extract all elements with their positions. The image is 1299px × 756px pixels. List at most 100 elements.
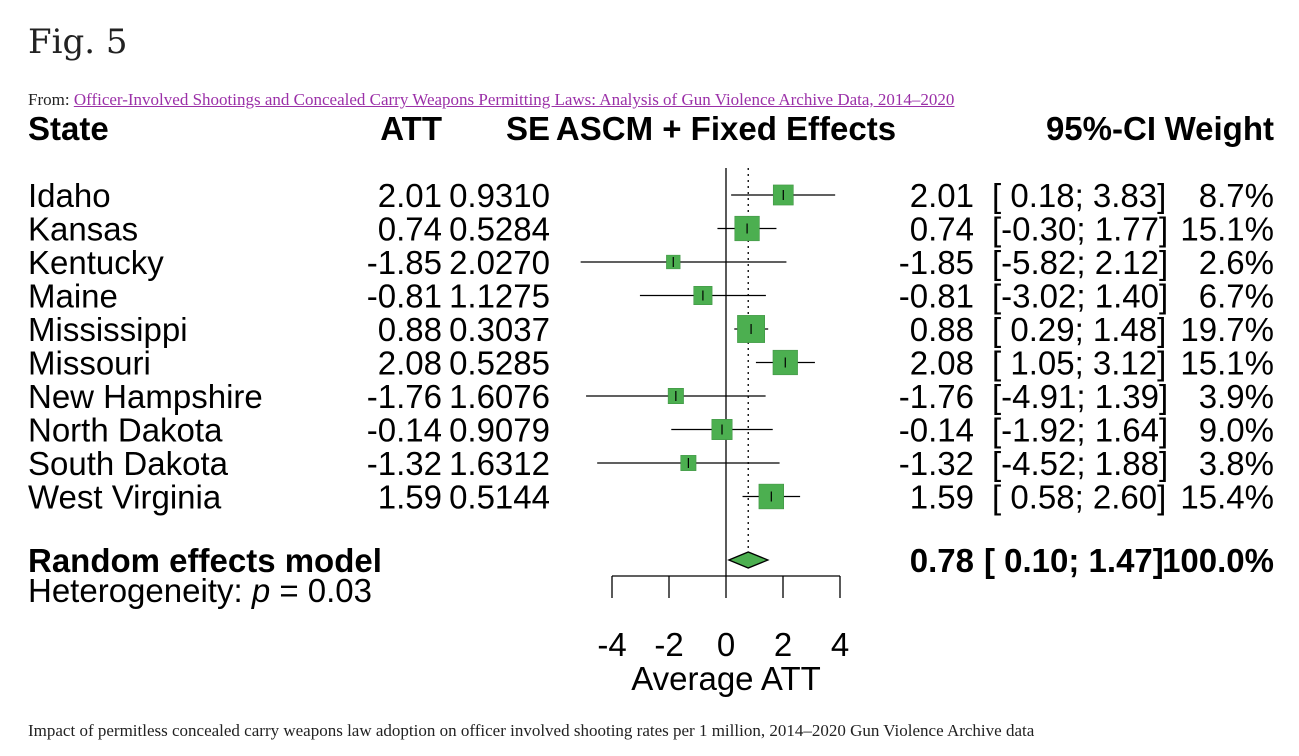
row-state: Maine bbox=[28, 278, 118, 315]
row-state: Missouri bbox=[28, 345, 151, 382]
forest-plot-figure: State ATT SE ASCM + Fixed Effects 95%-CI… bbox=[26, 110, 1276, 702]
from-prefix: From: bbox=[28, 90, 70, 109]
row-se: 0.5284 bbox=[449, 211, 550, 248]
header-ci: 95%-CI bbox=[1046, 110, 1156, 147]
row-se: 2.0270 bbox=[449, 244, 550, 281]
row-ci: [-4.91; 1.39] bbox=[992, 378, 1168, 415]
study-row: Kentucky -1.85 2.0270 -1.85 [-5.82; 2.12] 2.6… bbox=[28, 244, 1274, 281]
row-state: Idaho bbox=[28, 177, 111, 214]
row-weight: 9.0% bbox=[1199, 412, 1274, 449]
heterogeneity-value: = 0.03 bbox=[270, 572, 372, 609]
row-se: 1.6076 bbox=[449, 378, 550, 415]
row-weight: 15.1% bbox=[1180, 211, 1274, 248]
row-estimate: 0.88 bbox=[910, 311, 974, 348]
x-tick-label: 0 bbox=[717, 626, 735, 663]
row-state: Kansas bbox=[28, 211, 138, 248]
row-att: 2.01 bbox=[378, 177, 442, 214]
row-estimate: -0.14 bbox=[899, 412, 974, 449]
x-axis-label: Average ATT bbox=[631, 660, 821, 697]
row-estimate: 2.08 bbox=[910, 345, 974, 382]
row-att: -1.76 bbox=[367, 378, 442, 415]
study-rows: Idaho 2.01 0.9310 2.01[ 0.18; 3.83] 8.7%Kans… bbox=[28, 177, 1274, 516]
row-att: 2.08 bbox=[378, 345, 442, 382]
row-state: North Dakota bbox=[28, 412, 223, 449]
study-row: Kansas 0.74 0.5284 0.74 [-0.30; 1.77] 15.1% bbox=[28, 211, 1274, 248]
row-ci: [ 1.05; 3.12] bbox=[992, 345, 1166, 382]
row-estimate: -1.32 bbox=[899, 445, 974, 482]
row-ci: [-0.30; 1.77] bbox=[992, 211, 1168, 248]
study-row: Mississippi 0.88 0.3037 0.88[ 0.29; 1.48] 19… bbox=[28, 311, 1274, 348]
source-article-link[interactable]: Officer-Involved Shootings and Concealed… bbox=[73, 90, 955, 109]
study-row: Maine -0.81 1.1275 -0.81 [-3.02; 1.40] 6.7% bbox=[28, 278, 1274, 315]
heterogeneity-p: p bbox=[251, 572, 270, 609]
study-row: West Virginia 1.59 0.5144 1.59[ 0.58; 2.60]… bbox=[28, 479, 1274, 516]
row-att: 0.88 bbox=[378, 311, 442, 348]
row-weight: 15.1% bbox=[1180, 345, 1274, 382]
row-weight: 19.7% bbox=[1180, 311, 1274, 348]
header-plot-title: ASCM + Fixed Effects bbox=[556, 110, 896, 147]
summary-label: Random effects model bbox=[28, 542, 382, 579]
row-estimate: -0.81 bbox=[899, 278, 974, 315]
row-att: -0.14 bbox=[367, 412, 442, 449]
row-ci: [ 0.58; 2.60] bbox=[992, 479, 1166, 516]
plot-area: -4 -2 0 2 4 bbox=[580, 168, 849, 663]
row-estimate: -1.76 bbox=[899, 378, 974, 415]
row-se: 0.3037 bbox=[449, 311, 550, 348]
heterogeneity-prefix: Heterogeneity: bbox=[28, 572, 252, 609]
row-att: -1.32 bbox=[367, 445, 442, 482]
summary-estimate: 0.78 bbox=[910, 542, 974, 579]
row-att: -0.81 bbox=[367, 278, 442, 315]
row-se: 0.9310 bbox=[449, 177, 550, 214]
summary-row: Random effects model 0.78 [ 0.10; 1.47] … bbox=[28, 542, 1274, 609]
summary-ci: [ 0.10; 1.47] bbox=[984, 542, 1164, 579]
row-state: Mississippi bbox=[28, 311, 188, 348]
source-line: From: Officer-Involved Shootings and Con… bbox=[28, 90, 954, 110]
summary-diamond bbox=[727, 551, 770, 569]
heterogeneity-text: Heterogeneity: p = 0.03 bbox=[28, 572, 372, 609]
study-row: New Hampshire -1.76 1.6076 -1.76 [-4.91; 1.3… bbox=[28, 378, 1274, 415]
study-row: North Dakota -0.14 0.9079 -0.14 [-1.92; 1.64… bbox=[28, 412, 1274, 449]
row-ci: [-5.82; 2.12] bbox=[992, 244, 1168, 281]
column-headers: State ATT SE ASCM + Fixed Effects 95%-CI… bbox=[28, 110, 1274, 147]
x-tick-label: 4 bbox=[831, 626, 849, 663]
row-estimate: 1.59 bbox=[910, 479, 974, 516]
header-se: SE bbox=[506, 110, 550, 147]
x-tick-label: -2 bbox=[654, 626, 683, 663]
figure-label: Fig. 5 bbox=[28, 22, 128, 62]
row-estimate: 0.74 bbox=[910, 211, 974, 248]
forest-plot-svg: State ATT SE ASCM + Fixed Effects 95%-CI… bbox=[28, 110, 1274, 697]
row-weight: 6.7% bbox=[1199, 278, 1274, 315]
row-se: 0.5144 bbox=[449, 479, 550, 516]
study-row: Missouri 2.08 0.5285 2.08[ 1.05; 3.12] 15.1% bbox=[28, 345, 1274, 382]
study-row: Idaho 2.01 0.9310 2.01[ 0.18; 3.83] 8.7% bbox=[28, 177, 1274, 214]
row-estimate: 2.01 bbox=[910, 177, 974, 214]
summary-weight: 100.0% bbox=[1162, 542, 1274, 579]
row-state: West Virginia bbox=[28, 479, 222, 516]
study-row: South Dakota -1.32 1.6312 -1.32 [-4.52; 1.88… bbox=[28, 445, 1274, 482]
row-se: 0.5285 bbox=[449, 345, 550, 382]
row-se: 1.1275 bbox=[449, 278, 550, 315]
row-weight: 15.4% bbox=[1180, 479, 1274, 516]
row-att: 1.59 bbox=[378, 479, 442, 516]
row-att: 0.74 bbox=[378, 211, 442, 248]
row-se: 1.6312 bbox=[449, 445, 550, 482]
row-state: New Hampshire bbox=[28, 378, 263, 415]
row-weight: 8.7% bbox=[1199, 177, 1274, 214]
row-state: South Dakota bbox=[28, 445, 229, 482]
figure-caption: Impact of permitless concealed carry wea… bbox=[28, 721, 1035, 740]
row-weight: 2.6% bbox=[1199, 244, 1274, 281]
row-se: 0.9079 bbox=[449, 412, 550, 449]
row-att: -1.85 bbox=[367, 244, 442, 281]
row-weight: 3.9% bbox=[1199, 378, 1274, 415]
row-estimate: -1.85 bbox=[899, 244, 974, 281]
row-ci: [-4.52; 1.88] bbox=[992, 445, 1168, 482]
row-ci: [ 0.18; 3.83] bbox=[992, 177, 1166, 214]
header-state: State bbox=[28, 110, 109, 147]
header-weight: Weight bbox=[1165, 110, 1274, 147]
row-ci: [-3.02; 1.40] bbox=[992, 278, 1168, 315]
x-tick-label: 2 bbox=[774, 626, 792, 663]
row-ci: [ 0.29; 1.48] bbox=[992, 311, 1166, 348]
x-tick-label: -4 bbox=[597, 626, 626, 663]
row-weight: 3.8% bbox=[1199, 445, 1274, 482]
row-state: Kentucky bbox=[28, 244, 164, 281]
